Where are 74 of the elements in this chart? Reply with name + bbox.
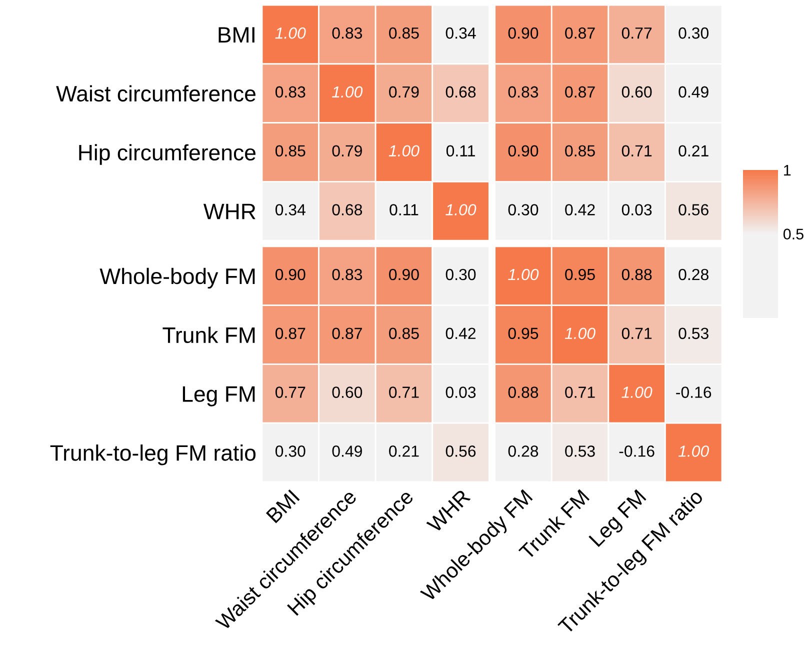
data-label: 0.90 [275, 268, 306, 280]
data-label: 0.03 [446, 386, 476, 398]
y-tick-label: Trunk-to-leg FM ratio [50, 444, 256, 466]
data-label: 0.34 [275, 204, 306, 216]
data-label: 0.60 [622, 86, 652, 98]
data-label: 0.53 [678, 328, 708, 340]
data-label: 0.30 [446, 268, 476, 280]
data-label: 0.11 [390, 204, 418, 216]
data-label: 0.71 [622, 145, 652, 157]
data-label: 0.56 [678, 204, 708, 216]
y-tick-label: Leg FM [182, 386, 255, 406]
data-label: 0.34 [446, 27, 476, 39]
y-tick-label: Hip circumference [79, 144, 256, 165]
data-label: 0.95 [565, 268, 595, 280]
data-label: 0.85 [565, 145, 595, 157]
data-label: 0.83 [275, 86, 306, 98]
data-label: 1.00 [508, 268, 539, 280]
data-label: 0.85 [275, 145, 306, 157]
data-label: 0.87 [565, 86, 595, 98]
data-label: 0.49 [678, 86, 708, 98]
data-label: -0.16 [619, 446, 654, 457]
data-label: 0.87 [565, 27, 595, 39]
y-tick-label: BMI [218, 27, 254, 42]
data-label: 0.88 [622, 268, 652, 280]
data-label: 0.42 [446, 328, 476, 340]
data-label: 0.28 [678, 268, 708, 280]
data-label: 0.90 [508, 27, 538, 39]
data-label: 0.60 [332, 386, 362, 398]
data-label: 0.71 [565, 386, 595, 398]
data-label: 0.30 [275, 446, 306, 457]
y-tick-label: WHR [203, 204, 256, 220]
y-tick-label: Whole-body FM [100, 268, 255, 289]
data-label: 0.77 [622, 27, 652, 39]
data-label: 0.88 [508, 386, 538, 398]
data-label: 1.00 [622, 386, 652, 398]
data-label: -0.16 [676, 386, 712, 398]
data-label: 0.85 [389, 328, 419, 340]
y-tick-label: Trunk FM [162, 326, 255, 344]
data-label: 0.56 [446, 446, 476, 457]
data-label: 0.21 [678, 145, 708, 157]
data-label: 0.03 [622, 204, 652, 216]
data-label: 0.79 [332, 145, 362, 157]
data-label: 1.00 [446, 204, 476, 216]
data-label: 0.30 [678, 27, 709, 39]
data-label: 0.77 [275, 386, 306, 398]
data-label: 0.87 [275, 328, 306, 340]
y-tick-label: Waist circumference [56, 85, 256, 102]
data-label: 0.49 [332, 446, 362, 457]
data-label: 0.53 [565, 446, 595, 457]
data-label: 0.11 [446, 145, 475, 157]
data-label: 1.00 [678, 446, 710, 457]
data-label: 0.85 [389, 27, 419, 39]
data-label: 0.87 [332, 328, 362, 340]
data-label: 0.42 [565, 204, 595, 216]
data-label: 0.30 [508, 204, 538, 216]
data-label: 0.83 [332, 268, 362, 280]
data-label: 0.79 [389, 86, 419, 98]
data-label: 1.00 [275, 27, 306, 39]
data-label: 0.68 [446, 86, 476, 98]
color-bar-label: 1 [784, 165, 791, 176]
data-label: 1.00 [388, 145, 420, 157]
data-label: 0.68 [332, 204, 362, 216]
data-label: 0.95 [508, 328, 538, 340]
data-label: 0.90 [508, 145, 538, 157]
data-label: 0.28 [508, 446, 538, 457]
data-label: 0.71 [622, 328, 652, 340]
data-label: 1.00 [332, 86, 363, 98]
data-label: 0.21 [389, 446, 419, 457]
data-label: 1.00 [564, 328, 596, 340]
data-label: 0.90 [389, 268, 419, 280]
data-label: 0.71 [389, 386, 419, 398]
data-label: 0.83 [332, 27, 362, 39]
color-bar-label: 0.5 [783, 228, 804, 240]
data-label: 0.83 [508, 86, 538, 98]
